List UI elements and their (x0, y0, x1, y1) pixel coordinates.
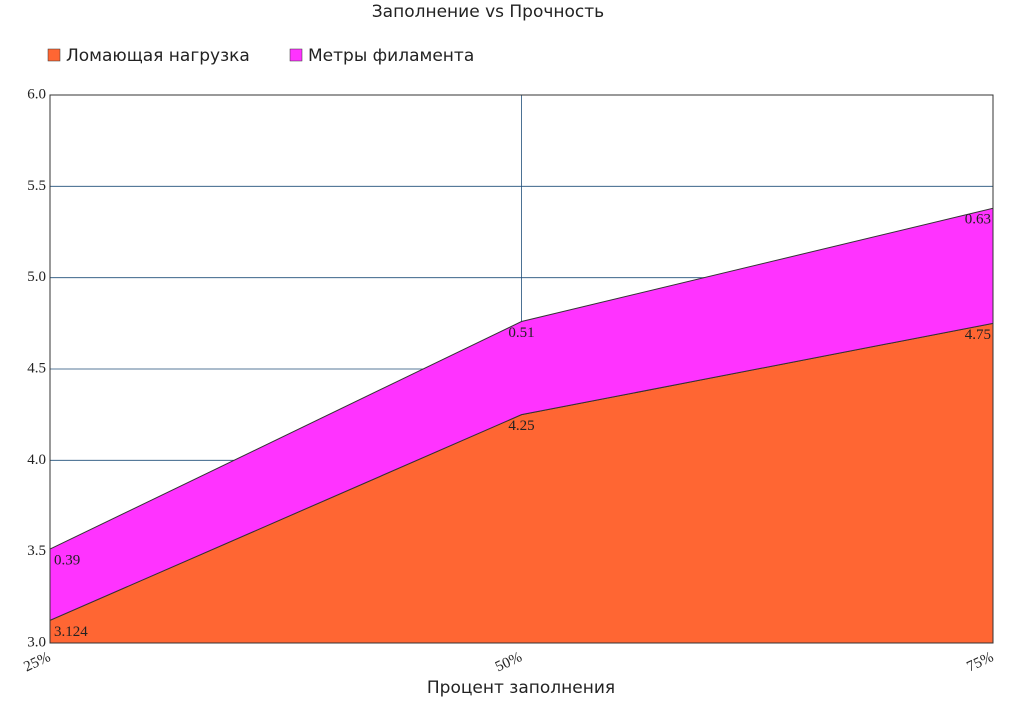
data-label: 4.75 (965, 327, 991, 343)
y-tick-label: 3.0 (27, 634, 46, 650)
y-tick-label: 5.5 (27, 178, 46, 194)
data-label: 4.25 (508, 418, 534, 434)
x-tick-label: 50% (493, 649, 525, 675)
x-tick-label: 75% (964, 649, 996, 675)
x-tick-label: 25% (21, 649, 53, 675)
data-label: 3.124 (54, 624, 88, 640)
data-label: 0.63 (965, 212, 991, 228)
y-tick-label: 4.0 (27, 452, 46, 468)
x-axis-label: Процент заполнения (427, 678, 615, 698)
chart-title: Заполнение vs Прочность (372, 2, 604, 22)
legend-swatch (47, 48, 61, 62)
y-tick-label: 5.0 (27, 269, 46, 285)
y-tick-label: 6.0 (27, 86, 46, 102)
legend-label: Ломающая нагрузка (66, 46, 250, 66)
data-label: 0.39 (54, 553, 80, 569)
legend-label: Метры филамента (308, 46, 474, 66)
legend-swatch (289, 48, 303, 62)
data-label: 0.51 (508, 325, 534, 341)
y-tick-label: 4.5 (27, 360, 46, 376)
plot-border (49, 94, 994, 644)
y-tick-label: 3.5 (27, 543, 46, 559)
